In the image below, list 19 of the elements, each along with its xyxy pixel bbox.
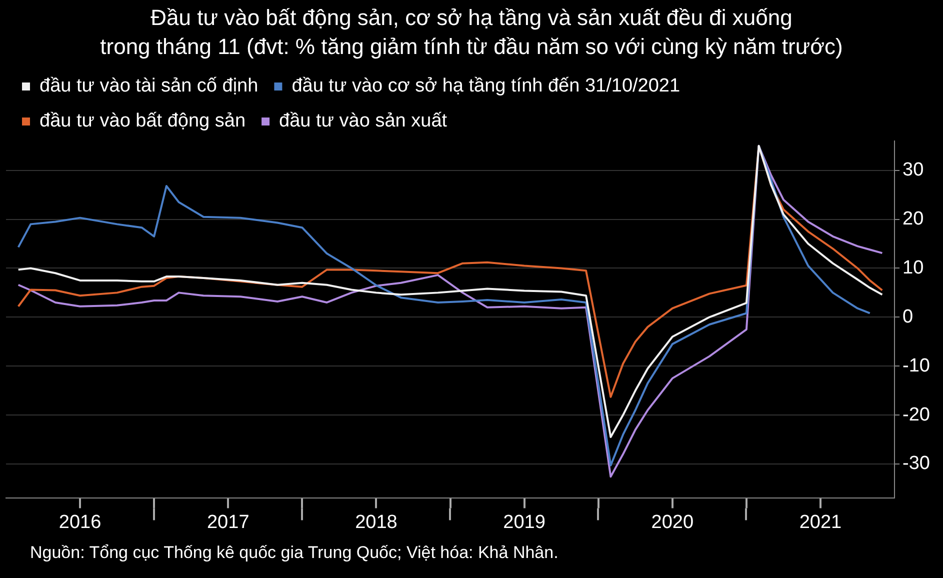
legend-label: đầu tư vào tài sản cố định (40, 76, 258, 97)
y-tick-label: 30 (902, 160, 924, 181)
y-tick-label: 10 (902, 257, 924, 278)
x-tick-label: 2020 (651, 512, 694, 533)
legend-label: đầu tư vào sản xuất (279, 110, 448, 132)
x-tick-label: 2021 (799, 512, 842, 533)
y-tick-label: -30 (902, 453, 930, 474)
y-tick-label: 20 (902, 208, 924, 230)
x-tick-label: 2019 (503, 512, 546, 533)
legend-label: đầu tư vào cơ sở hạ tầng tính đến 31/10/2021 (292, 76, 680, 97)
legend-label: đầu tư vào bất động sản (40, 110, 246, 132)
text: Nguồn: Tổng cục Thống kê quốc gia Trung Quốc; Việt hóa: Khả Nhân. (29, 543, 560, 563)
y-tick-label: -10 (902, 355, 930, 376)
x-tick-label: 2016 (58, 512, 102, 533)
x-tick-label: 2017 (206, 512, 250, 533)
x-tick-label: 2018 (355, 512, 398, 533)
y-tick-label: 0 (902, 306, 914, 328)
y-tick-label: -20 (902, 404, 930, 426)
chart-title: Đầu tư vào bất động sản, cơ sở hạ tầng và sản xuất đều đi xuống trong tháng 11 (đvt: % tăng giảm tính từ đầu năm so với cùng kỳ năm trước) (99, 4, 844, 61)
